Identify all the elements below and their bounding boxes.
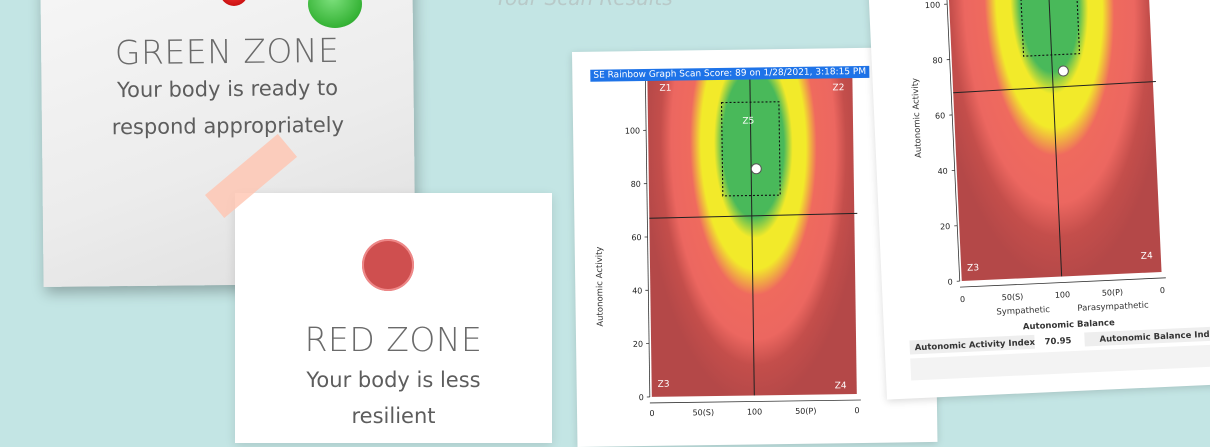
chart-1-data-point xyxy=(751,164,761,174)
chart-1-x-tick-label: 100 xyxy=(747,407,762,416)
chart-2-y-tick-label: 0 xyxy=(947,277,952,286)
green-zone-title: GREEN ZONE xyxy=(41,30,413,73)
chart-1-y-tick-label: 40 xyxy=(632,286,642,295)
chart-1-zone-label-z5: Z5 xyxy=(742,116,754,126)
red-zone-desc-line-1: Your body is less xyxy=(235,368,552,392)
chart-2-x-tick-label: 0 xyxy=(960,295,965,304)
chart-1-zone-label-z2: Z2 xyxy=(832,83,844,93)
chart-2-y-tick-label: 60 xyxy=(935,111,946,120)
chart-1-x-tick-label: 0 xyxy=(854,406,859,415)
chart-1-y-tick-label: 20 xyxy=(633,340,643,349)
chart-2-y-tick-label: 40 xyxy=(937,167,948,176)
red-zone-title: RED ZONE xyxy=(235,320,552,359)
chart-2-x-tick-label: 100 xyxy=(1055,290,1071,300)
chart-2-y-tick-label: 100 xyxy=(925,0,941,10)
chart-2-y-tick-label: 20 xyxy=(940,222,951,231)
chart-2-x-tick-label: 0 xyxy=(1160,286,1165,295)
chart-2-x-sublabel-left: Sympathetic xyxy=(996,305,1050,317)
red-zone-desc-line-2: resilient xyxy=(235,404,552,428)
chart-2-data-point xyxy=(1058,66,1068,76)
chart-1-zone-label-z3: Z3 xyxy=(658,380,670,390)
chart-1-y-label: Autonomic Activity xyxy=(595,246,606,326)
chart-1-x-tick-label: 50(S) xyxy=(692,408,714,417)
chart-2-gradient xyxy=(948,0,1162,281)
chart-1-y-tick-label: 80 xyxy=(631,180,641,189)
green-zone-desc-line-2: respond appropriately xyxy=(42,112,414,140)
chart-1-x-tick-label: 0 xyxy=(649,409,654,418)
chart-2-activity-index-value: 70.95 xyxy=(1044,336,1071,347)
top-caption: Your Scan Results xyxy=(495,0,673,10)
chart-1-x-tick-label: 50(P) xyxy=(795,407,816,416)
chart-1-y-tick-label: 100 xyxy=(625,126,640,135)
chart-1-x-axis xyxy=(650,400,861,403)
chart-2-y-label: Autonomic Activity xyxy=(910,78,924,159)
chart-2-zone-label-z3: Z3 xyxy=(967,263,979,274)
chart-1-y-tick-label: 0 xyxy=(639,393,644,402)
chart-2-x-label: Autonomic Balance xyxy=(1023,318,1116,332)
chart-2-y-tick-label: 80 xyxy=(932,56,943,65)
red-zone-note: RED ZONE Your body is less resilient xyxy=(235,193,552,443)
chart-2-x-tick-label: 50(P) xyxy=(1102,288,1124,298)
chart-1-zone-label-z1: Z1 xyxy=(659,84,671,94)
chart-2-x-sublabel-right: Parasympathetic xyxy=(1077,301,1149,314)
chart-2-zone-label-z4: Z4 xyxy=(1141,251,1154,262)
chart-1-zone-label-z4: Z4 xyxy=(835,381,847,391)
green-zone-desc-line-1: Your body is ready to xyxy=(41,75,413,103)
chart-2-x-tick-label: 50(S) xyxy=(1002,292,1024,302)
red-dot-icon xyxy=(362,239,414,291)
chart-1-y-tick-label: 60 xyxy=(631,233,641,242)
